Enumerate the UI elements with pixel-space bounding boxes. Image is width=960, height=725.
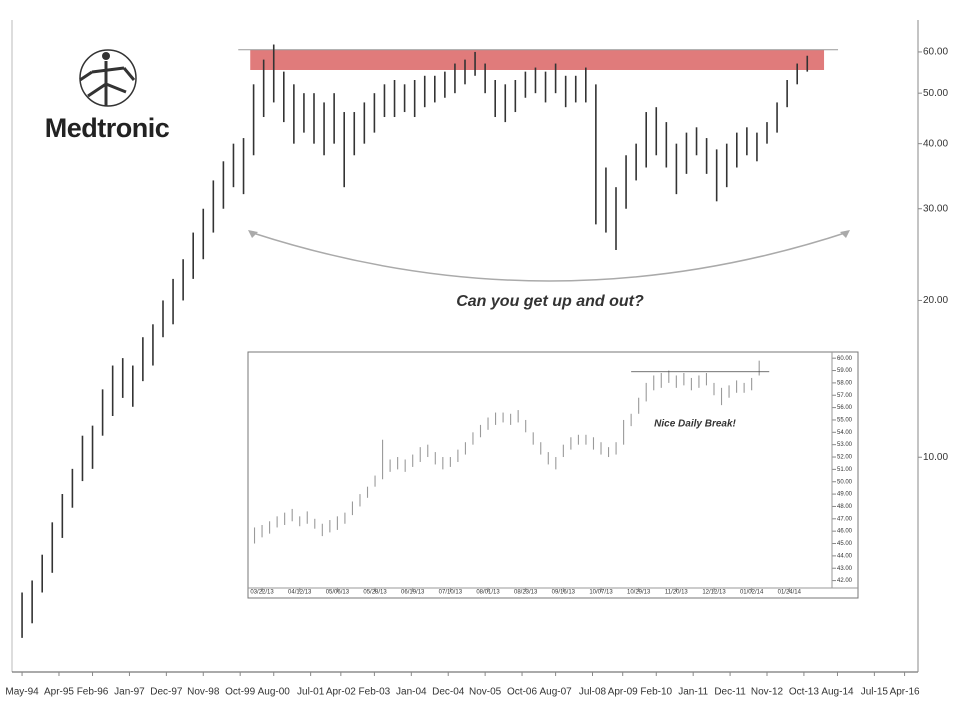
y-tick-label: 57.00 bbox=[837, 393, 853, 399]
x-tick-label: 12/12/13 bbox=[702, 590, 726, 596]
y-tick-label: 43.00 bbox=[837, 566, 853, 572]
logo-text: Medtronic bbox=[45, 113, 170, 143]
x-tick-label: Jan-11 bbox=[678, 687, 708, 698]
x-tick-label: Nov-12 bbox=[751, 687, 784, 698]
y-tick-label: 42.00 bbox=[837, 578, 853, 584]
x-tick-label: 04/12/13 bbox=[288, 590, 312, 596]
x-tick-label: Oct-13 bbox=[789, 687, 819, 698]
inset-annotation: Nice Daily Break! bbox=[654, 419, 736, 430]
x-tick-label: 08/23/13 bbox=[514, 590, 538, 596]
x-tick-label: May-94 bbox=[5, 687, 39, 698]
x-tick-label: 05/06/13 bbox=[326, 590, 350, 596]
x-tick-label: 09/16/13 bbox=[552, 590, 576, 596]
annotation: Can you get up and out? bbox=[456, 293, 644, 310]
y-tick-label: 20.00 bbox=[923, 295, 948, 306]
x-tick-label: 05/28/13 bbox=[363, 590, 387, 596]
x-tick-label: 10/07/13 bbox=[589, 590, 613, 596]
x-tick-label: Jul-15 bbox=[861, 687, 889, 698]
x-tick-label: Dec-04 bbox=[432, 687, 465, 698]
y-tick-label: 53.00 bbox=[837, 442, 853, 448]
x-tick-label: Nov-98 bbox=[187, 687, 220, 698]
x-tick-label: 03/22/13 bbox=[250, 590, 274, 596]
x-tick-label: Aug-07 bbox=[539, 687, 572, 698]
x-tick-label: Aug-14 bbox=[821, 687, 854, 698]
chart-1: 42.00 43.00 44.00 45.00 46.00 47.00 48.00 49.00… bbox=[250, 356, 852, 596]
x-tick-label: Jan-04 bbox=[396, 687, 427, 698]
x-tick-label: 01/24/14 bbox=[778, 590, 802, 596]
x-tick-label: Apr-02 bbox=[326, 687, 356, 698]
y-tick-label: 51.00 bbox=[837, 467, 853, 473]
y-tick-label: 56.00 bbox=[837, 405, 853, 411]
y-tick-label: 48.00 bbox=[837, 504, 853, 510]
y-tick-label: 50.00 bbox=[923, 88, 948, 99]
y-tick-label: 58.00 bbox=[837, 380, 853, 386]
resistance-band bbox=[250, 49, 825, 70]
x-tick-label: Dec-97 bbox=[150, 687, 183, 698]
y-tick-label: 52.00 bbox=[837, 455, 853, 461]
x-tick-label: Jul-08 bbox=[579, 687, 607, 698]
x-tick-label: Apr-09 bbox=[608, 687, 638, 698]
x-tick-label: Feb-96 bbox=[77, 687, 109, 698]
y-tick-label: 44.00 bbox=[837, 553, 853, 559]
y-tick-label: 55.00 bbox=[837, 418, 853, 424]
y-tick-label: 45.00 bbox=[837, 541, 853, 547]
y-tick-label: 30.00 bbox=[923, 203, 948, 214]
x-tick-label: Oct-99 bbox=[225, 687, 255, 698]
logo-figure bbox=[79, 61, 136, 106]
y-tick-label: 59.00 bbox=[837, 368, 853, 374]
y-tick-label: 10.00 bbox=[923, 452, 948, 463]
x-tick-label: Dec-11 bbox=[714, 687, 746, 698]
x-tick-label: Feb-03 bbox=[359, 687, 391, 698]
x-tick-label: 07/10/13 bbox=[439, 590, 463, 596]
inset-frame bbox=[247, 351, 859, 599]
x-tick-label: 11/20/13 bbox=[665, 590, 689, 596]
x-tick-label: 08/01/13 bbox=[476, 590, 500, 596]
logo-ring bbox=[79, 49, 137, 107]
x-tick-label: Apr-16 bbox=[890, 687, 920, 698]
x-tick-label: Jul-01 bbox=[297, 687, 325, 698]
y-tick-label: 40.00 bbox=[923, 138, 948, 149]
logo-head bbox=[102, 52, 110, 60]
y-tick-label: 47.00 bbox=[837, 516, 853, 522]
x-tick-label: Oct-06 bbox=[507, 687, 537, 698]
y-tick-label: 50.00 bbox=[837, 479, 853, 485]
y-tick-label: 49.00 bbox=[837, 492, 853, 498]
x-tick-label: Nov-05 bbox=[469, 687, 502, 698]
y-tick-label: 46.00 bbox=[837, 529, 853, 535]
x-tick-label: 10/29/13 bbox=[627, 590, 651, 596]
x-tick-label: Feb-10 bbox=[640, 687, 672, 698]
x-tick-label: 01/02/14 bbox=[740, 590, 764, 596]
x-tick-label: Jan-97 bbox=[114, 687, 145, 698]
y-tick-label: 60.00 bbox=[837, 356, 853, 362]
x-tick-label: Aug-00 bbox=[258, 687, 291, 698]
x-tick-label: Apr-95 bbox=[44, 687, 74, 698]
logo: Medtronic bbox=[45, 49, 170, 143]
arc-arrow bbox=[249, 231, 849, 282]
chart-0: 10.00 20.00 30.00 40.00 50.00 60.00 May-94 Apr-… bbox=[5, 44, 948, 698]
y-tick-label: 60.00 bbox=[923, 47, 948, 58]
y-tick-label: 54.00 bbox=[837, 430, 853, 436]
x-tick-label: 06/19/13 bbox=[401, 590, 425, 596]
